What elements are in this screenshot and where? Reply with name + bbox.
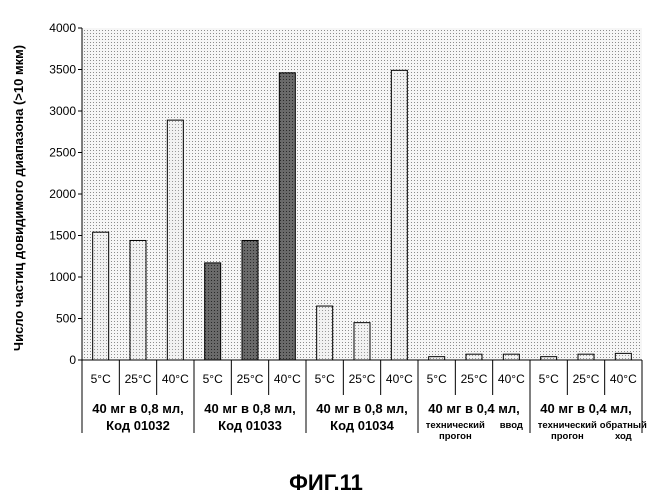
x-group-label: Код 01033 (218, 418, 282, 433)
x-category-label: 25°C (461, 372, 488, 386)
bar (130, 240, 146, 360)
bar (317, 306, 333, 360)
plot-area (82, 28, 642, 360)
x-category-label: 25°C (125, 372, 152, 386)
y-tick-label: 0 (69, 353, 76, 367)
x-category-label: 25°C (573, 372, 600, 386)
x-group-sublabel: технический (426, 420, 485, 431)
y-tick-label: 4000 (49, 21, 76, 35)
bar (354, 323, 370, 360)
x-category-labels: 5°C 25°C 40°C 5°C 25°C 40°C 5°C 25°C 40°C 5°C 25°C… (91, 372, 637, 386)
x-category-label: 40°C (386, 372, 413, 386)
x-category-label: 5°C (91, 372, 111, 386)
figure-caption: ФИГ.11 (0, 470, 652, 496)
y-axis-label: Число частиц довидимого диапазона (>10 м… (11, 45, 26, 351)
x-group-label: 40 мг в 0,8 мл, (92, 401, 184, 416)
x-group-label: 40 мг в 0,8 мл, (316, 401, 408, 416)
x-group-title: 40 мг в 0,4 мл, (540, 401, 632, 416)
bar (391, 70, 407, 360)
bar (167, 120, 183, 360)
x-group-label: Код 01034 (330, 418, 394, 433)
y-tick-label: 1500 (49, 229, 76, 243)
x-category-label: 5°C (539, 372, 559, 386)
y-tick-labels: 0 500 1000 1500 2000 2500 3000 3500 4000 (49, 21, 76, 367)
bar (503, 354, 519, 360)
x-category-label: 25°C (349, 372, 376, 386)
x-group-label: 40 мг в 0,8 мл, (204, 401, 296, 416)
y-tick-label: 3500 (49, 63, 76, 77)
y-tick-label: 500 (56, 312, 76, 326)
x-group-sublabel: ход (615, 431, 632, 442)
bar (205, 263, 221, 360)
x-group-title: 40 мг в 0,4 мл, (428, 401, 520, 416)
x-group-sublabel: ввод (500, 420, 523, 431)
x-category-label: 40°C (498, 372, 525, 386)
x-category-label: 5°C (203, 372, 223, 386)
bar (466, 354, 482, 360)
bar (615, 353, 631, 360)
bar (578, 354, 594, 360)
y-tick-label: 2000 (49, 187, 76, 201)
bar (279, 73, 295, 360)
bar (242, 240, 258, 360)
x-group-sublabel: обратный (600, 420, 647, 431)
y-tick-label: 1000 (49, 270, 76, 284)
x-category-label: 40°C (610, 372, 637, 386)
x-category-label: 5°C (427, 372, 447, 386)
x-category-label: 40°C (274, 372, 301, 386)
x-category-label: 25°C (237, 372, 264, 386)
x-category-label: 5°C (315, 372, 335, 386)
y-tick-label: 3000 (49, 104, 76, 118)
x-category-label: 40°C (162, 372, 189, 386)
bar (93, 232, 109, 360)
x-group-sublabel: прогон (551, 431, 584, 442)
y-tick-marks (78, 28, 82, 360)
x-group-label: Код 01032 (106, 418, 170, 433)
x-group-labels: 40 мг в 0,8 мл, Код 01032 40 мг в 0,8 мл, К… (92, 401, 647, 442)
y-tick-label: 2500 (49, 146, 76, 160)
x-group-sublabel: прогон (439, 431, 472, 442)
x-group-sublabel: технический (538, 420, 597, 431)
